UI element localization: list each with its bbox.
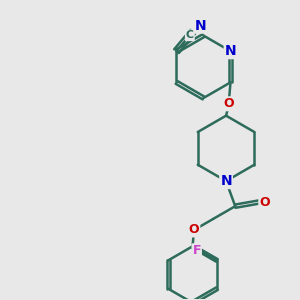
Text: F: F bbox=[193, 244, 201, 257]
Text: O: O bbox=[189, 224, 199, 236]
Text: C: C bbox=[186, 30, 194, 40]
Text: N: N bbox=[194, 19, 206, 33]
Text: N: N bbox=[225, 44, 236, 58]
Text: O: O bbox=[259, 196, 270, 208]
Text: O: O bbox=[224, 97, 234, 110]
Text: N: N bbox=[220, 174, 232, 188]
